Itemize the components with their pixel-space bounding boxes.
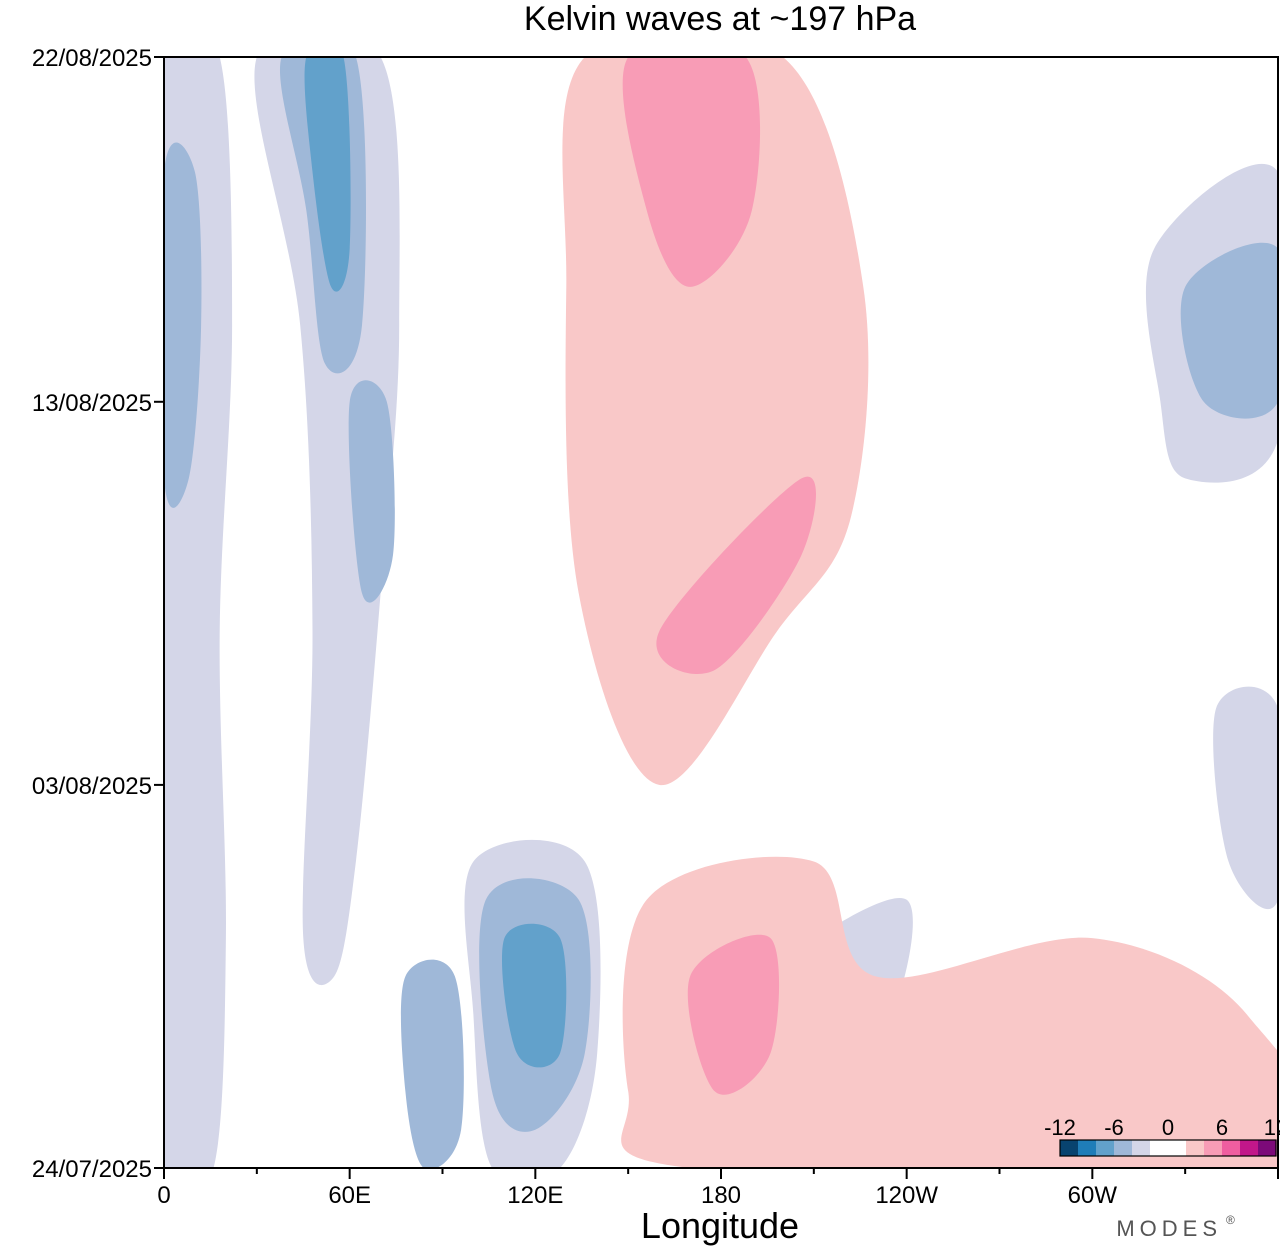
colorbar-label: -12 bbox=[1044, 1115, 1076, 1140]
x-tick-label: 60E bbox=[328, 1182, 371, 1209]
contour-negative-band-west-core bbox=[164, 142, 202, 508]
colorbar-swatch bbox=[1168, 1140, 1187, 1156]
y-axis: 22/08/2025 13/08/2025 03/08/2025 24/07/2025 bbox=[32, 45, 164, 1183]
y-tick-label: 24/07/2025 bbox=[32, 1156, 152, 1183]
colorbar-swatch bbox=[1078, 1140, 1097, 1156]
contour-positive-band-upper-core bbox=[622, 57, 761, 287]
contour-positive-band-mid-core bbox=[656, 476, 816, 674]
contour-negative-band-east-low bbox=[1213, 686, 1278, 910]
contour-negative-band-120e-core bbox=[501, 923, 567, 1068]
y-tick-label: 03/08/2025 bbox=[32, 773, 152, 800]
chart-title: Kelvin waves at ~197 hPa bbox=[524, 0, 916, 38]
x-axis: 0 60E 120E 180 120W 60W bbox=[157, 1168, 1279, 1209]
contour-negative-band-85e bbox=[400, 959, 464, 1168]
brand-text: MODES bbox=[1116, 1216, 1222, 1241]
contour-positive-band-upper-mid bbox=[562, 57, 869, 785]
colorbar-label: -6 bbox=[1104, 1115, 1124, 1140]
colorbar-label: 6 bbox=[1216, 1115, 1228, 1140]
colorbar-swatch bbox=[1204, 1140, 1223, 1156]
x-tick-label: 120E bbox=[507, 1182, 563, 1209]
colorbar-label: 0 bbox=[1162, 1115, 1174, 1140]
contour-positive-band-lower-mid bbox=[621, 856, 1278, 1168]
contour-negative-band-east-upper-core bbox=[1180, 242, 1278, 419]
y-tick-label: 22/08/2025 bbox=[32, 45, 152, 72]
x-tick-label: 120W bbox=[875, 1182, 938, 1209]
contour-negative-band-60e-low bbox=[348, 380, 395, 603]
colorbar-swatch bbox=[1258, 1140, 1277, 1156]
colorbar-swatch bbox=[1114, 1140, 1133, 1156]
contour-positive-band-lower-core bbox=[687, 934, 780, 1095]
contour-field bbox=[164, 57, 1278, 1168]
colorbar-swatch bbox=[1240, 1140, 1259, 1156]
contour-negative-band-60e-core bbox=[304, 57, 351, 292]
x-tick-label: 60W bbox=[1068, 1182, 1118, 1209]
brand-logo: MODES bbox=[1116, 1216, 1222, 1241]
colorbar-swatch bbox=[1060, 1140, 1079, 1156]
x-tick-label: 0 bbox=[157, 1182, 170, 1209]
colorbar-swatch bbox=[1222, 1140, 1241, 1156]
x-axis-title: Longitude bbox=[641, 1205, 799, 1246]
colorbar-swatch bbox=[1186, 1140, 1205, 1156]
colorbar-swatch bbox=[1132, 1140, 1151, 1156]
brand-mark: ® bbox=[1226, 1213, 1235, 1227]
colorbar-swatch bbox=[1150, 1140, 1169, 1156]
y-tick-label: 13/08/2025 bbox=[32, 390, 152, 417]
colorbar-frame bbox=[1059, 1139, 1277, 1157]
colorbar-swatch bbox=[1096, 1140, 1115, 1156]
contour-negative-band-east-mid bbox=[931, 583, 1100, 834]
colorbar-label: 12 bbox=[1264, 1115, 1280, 1140]
x-tick-label: 180 bbox=[701, 1182, 741, 1209]
colorbar: -12 -6 0 6 12 bbox=[1044, 1115, 1280, 1157]
